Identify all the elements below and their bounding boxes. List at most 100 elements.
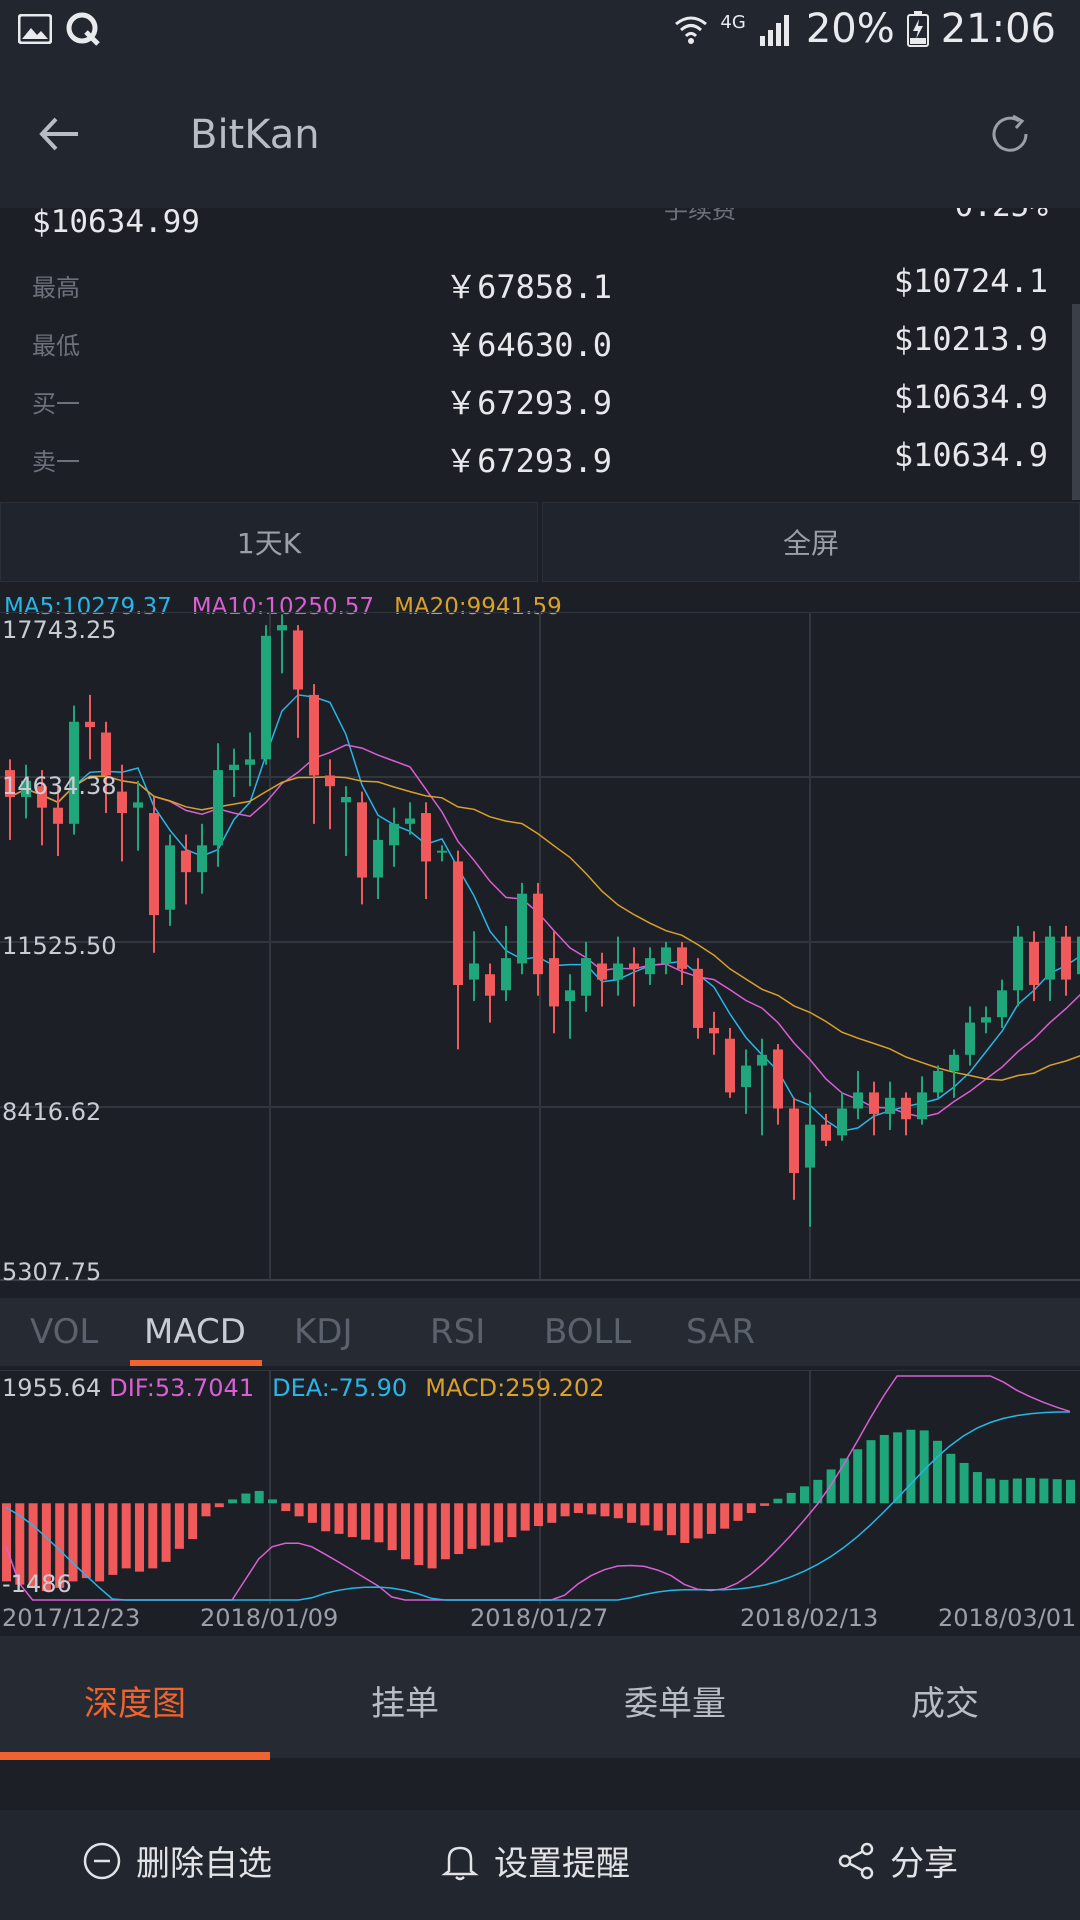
macd-bar [161, 1503, 171, 1562]
macd-bar [733, 1503, 743, 1521]
macd-bar [919, 1430, 929, 1504]
macd-bar [680, 1503, 690, 1543]
fee-value-partial: 0.25% [955, 208, 1048, 224]
depth-tab-indicator [0, 1752, 270, 1760]
macd-bar [214, 1503, 224, 1508]
macd-bar [414, 1503, 424, 1566]
stat-row-ask: 卖一 ￥67293.9 $10634.9 [0, 428, 1080, 486]
tab-trades[interactable]: 成交 [911, 1684, 979, 1724]
stat-usd: $10213.9 [893, 320, 1048, 358]
tab-depth-chart[interactable]: 深度图 [84, 1684, 186, 1724]
macd-label: MACD:259.202 [425, 1374, 605, 1402]
candle-body [693, 968, 703, 1028]
minus-circle-icon [83, 1842, 121, 1879]
tab-macd[interactable]: MACD [144, 1312, 246, 1352]
stat-label: 最低 [32, 332, 80, 360]
macd-bar [228, 1499, 238, 1504]
candle-body [949, 1054, 959, 1071]
back-arrow-icon[interactable] [36, 110, 84, 158]
share-icon [838, 1842, 874, 1879]
price-tick-label: 17743.25 [2, 616, 117, 644]
candlestick-chart[interactable]: 17743.25 14634.38 11525.50 8416.62 5307.75 [0, 612, 1080, 1292]
candle-body [101, 732, 111, 776]
stat-usd: $10634.9 [893, 436, 1048, 474]
macd-bar [268, 1499, 277, 1504]
date-axis: 2017/12/23 2018/01/09 2018/01/27 2018/02… [0, 1604, 1080, 1634]
candle-body [965, 1022, 975, 1055]
macd-bar [15, 1503, 25, 1585]
macd-bar [334, 1503, 344, 1534]
macd-bar [307, 1503, 317, 1523]
candle-body [1077, 936, 1080, 975]
candle-body [5, 770, 15, 797]
macd-bar [946, 1453, 956, 1504]
share-button[interactable]: 分享 [836, 1836, 958, 1885]
macd-bar [174, 1503, 184, 1549]
macd-bar [1066, 1479, 1075, 1504]
candle-body [469, 963, 479, 980]
macd-bar [826, 1469, 836, 1504]
macd-bar [454, 1503, 464, 1555]
macd-bar [999, 1479, 1009, 1504]
stat-row-low: 最低 ￥64630.0 $10213.9 [0, 312, 1080, 370]
macd-bar [1026, 1477, 1036, 1504]
tab-kdj[interactable]: KDJ [294, 1312, 353, 1352]
macd-min-label: -1486 [2, 1570, 72, 1598]
macd-legend: 1955.64 DIF:53.7041 DEA:-75.90 MACD:259.… [2, 1374, 604, 1402]
macd-bar [760, 1503, 770, 1506]
macd-chart[interactable] [0, 1370, 1080, 1604]
set-alert-button[interactable]: 设置提醒 [440, 1836, 630, 1885]
macd-bar [972, 1472, 982, 1504]
candle-body [901, 1097, 911, 1120]
candle-body [629, 963, 639, 969]
price-tick-label: 11525.50 [2, 932, 117, 960]
candle-body [277, 625, 287, 631]
tab-sar[interactable]: SAR [686, 1312, 756, 1352]
battery-charging-icon [906, 11, 929, 47]
candle-body [1029, 941, 1039, 985]
candle-body [117, 791, 127, 814]
candle-body [661, 947, 671, 964]
content-spacer [0, 1760, 1080, 1810]
date-tick: 2018/03/01 [938, 1604, 1077, 1632]
refresh-icon[interactable] [986, 110, 1034, 158]
candle-body [149, 813, 159, 916]
fullscreen-button[interactable]: 全屏 [542, 502, 1080, 582]
scrollbar[interactable] [1072, 304, 1080, 500]
macd-bar [135, 1503, 144, 1572]
macd-bar [906, 1429, 916, 1504]
dea-label: DEA:-75.90 [272, 1374, 408, 1402]
macd-bar [534, 1503, 543, 1527]
macd-bar [361, 1503, 371, 1540]
price-tick-label: 8416.62 [2, 1098, 101, 1126]
remove-watchlist-button[interactable]: 删除自选 [82, 1836, 272, 1885]
period-button[interactable]: 1天K [0, 502, 538, 582]
share-label: 分享 [890, 1844, 958, 1884]
tab-vol[interactable]: VOL [30, 1312, 99, 1352]
macd-bar [294, 1503, 304, 1517]
macd-bar [480, 1503, 490, 1546]
candle-body [485, 974, 495, 996]
candle-body [645, 958, 655, 975]
macd-bar [467, 1503, 477, 1549]
stat-cny: ￥67858.1 [445, 268, 612, 306]
ma20-line [9, 775, 1080, 1081]
macd-bar [241, 1493, 251, 1504]
tab-rsi[interactable]: RSI [430, 1312, 486, 1352]
date-tick: 2018/01/27 [470, 1604, 609, 1632]
candle-body [245, 759, 255, 765]
macd-bar [600, 1503, 610, 1517]
stat-row-high: 最高 ￥67858.1 $10724.1 [0, 254, 1080, 312]
candle-body [757, 1054, 767, 1066]
battery-percent: 20% [805, 6, 895, 52]
macd-bar [573, 1503, 583, 1514]
macd-bar [374, 1503, 384, 1543]
candle-body [501, 958, 511, 991]
tab-boll[interactable]: BOLL [544, 1312, 632, 1352]
candle-body [517, 893, 527, 964]
tab-order-volume[interactable]: 委单量 [624, 1684, 726, 1724]
candle-body [181, 850, 191, 873]
tab-orders[interactable]: 挂单 [371, 1684, 439, 1724]
candle-body [853, 1092, 863, 1109]
candle-body [373, 839, 383, 878]
